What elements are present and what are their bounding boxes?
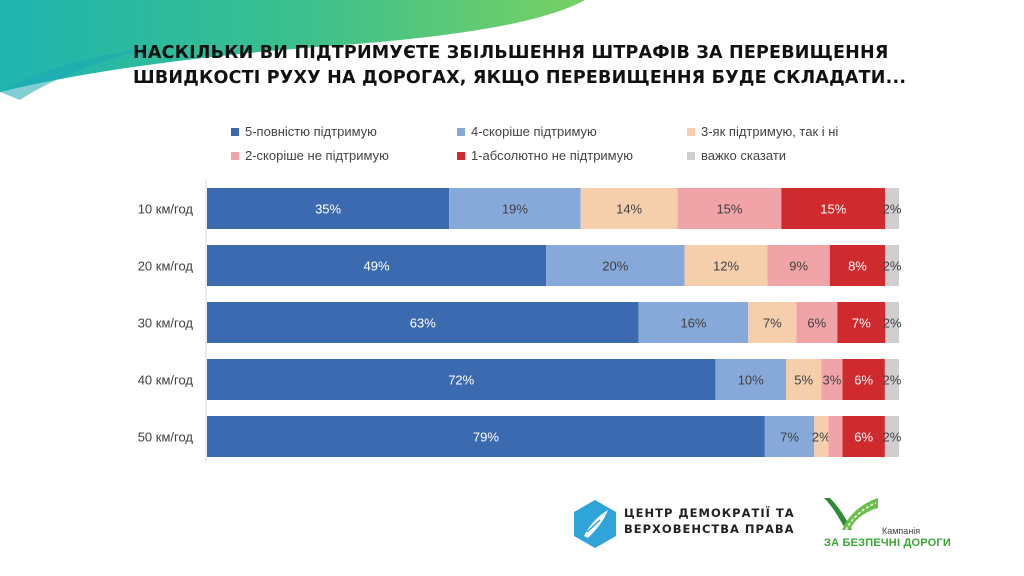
bar-segment — [821, 359, 843, 400]
data-label: 2% — [883, 259, 902, 274]
legend-label: 5-повністю підтримую — [245, 124, 377, 139]
chart-title: НАСКІЛЬКИ ВИ ПІДТРИМУЄТЕ ЗБІЛЬШЕННЯ ШТРА… — [133, 41, 933, 91]
legend-item-1: 5-повністю підтримую — [231, 124, 377, 139]
data-label: 2% — [883, 430, 902, 445]
legend-label: важко сказати — [701, 148, 787, 163]
data-label: 7% — [780, 430, 799, 445]
data-label: 3% — [823, 373, 842, 388]
legend-label: 4-скоріше підтримую — [471, 124, 597, 139]
bar-segment — [764, 416, 815, 457]
bar-segment — [207, 416, 765, 457]
safe-roads-logo-text: ЗА БЕЗПЕЧНІ ДОРОГИ — [824, 537, 951, 549]
data-label: 2% — [812, 430, 831, 445]
legend-swatch — [457, 151, 465, 160]
data-label: 63% — [410, 316, 436, 331]
legend-swatch — [231, 127, 239, 136]
decorative-wave — [0, 0, 585, 100]
data-label: 35% — [315, 202, 341, 217]
bar-segment — [828, 416, 843, 457]
safe-roads-small-label: Кампанія — [882, 526, 921, 536]
legend-item-6: важко сказати — [687, 148, 786, 163]
bar-segment — [580, 188, 678, 229]
data-label: 15% — [716, 202, 742, 217]
category-tick-label: 20 км/год — [138, 259, 194, 274]
bar-segment — [449, 188, 581, 229]
legend-swatch — [687, 127, 695, 136]
bar-segment — [885, 188, 899, 229]
bar-segment — [207, 359, 716, 400]
data-label: 2% — [883, 202, 902, 217]
data-label: 14% — [616, 202, 642, 217]
data-label: 49% — [364, 259, 390, 274]
bar-segment — [842, 416, 885, 457]
chart-title-line1: НАСКІЛЬКИ ВИ ПІДТРИМУЄТЕ ЗБІЛЬШЕННЯ ШТРА… — [133, 43, 889, 63]
data-label: 7% — [763, 316, 782, 331]
data-label: 9% — [789, 259, 808, 274]
data-label: 6% — [854, 430, 873, 445]
safe-roads-logo-icon — [824, 498, 878, 531]
legend-swatch — [457, 127, 465, 136]
bar-segment — [786, 359, 822, 400]
cdp-logo-line2: ВЕРХОВЕНСТВА ПРАВА — [624, 522, 795, 536]
legend-swatch — [687, 151, 695, 160]
legend-label: 1-абсолютно не підтримую — [471, 148, 634, 163]
cdp-logo-line1: ЦЕНТР ДЕМОКРАТІЇ ТА — [624, 506, 795, 520]
bar-segment — [885, 302, 899, 343]
data-label: 2% — [883, 316, 902, 331]
data-label: 19% — [502, 202, 528, 217]
category-tick-label: 10 км/год — [138, 202, 194, 217]
data-label: 6% — [807, 316, 826, 331]
category-tick-label: 50 км/год — [138, 430, 194, 445]
category-tick-label: 30 км/год — [138, 316, 194, 331]
data-label: 16% — [680, 316, 706, 331]
data-label: 15% — [820, 202, 846, 217]
legend-label: 2-скоріше не підтримую — [245, 148, 389, 163]
bar-segment — [884, 416, 899, 457]
category-tick-label: 40 км/год — [138, 373, 194, 388]
bar-segment — [829, 245, 886, 286]
data-label: 8% — [848, 259, 867, 274]
data-label: 12% — [713, 259, 739, 274]
data-label: 2% — [883, 373, 902, 388]
chart-title-line2: ШВИДКОСТІ РУХУ НА ДОРОГАХ, ЯКЩО ПЕРЕВИЩЕ… — [133, 68, 907, 88]
bar-segment — [638, 302, 749, 343]
bar-segment — [207, 245, 547, 286]
cdp-logo-icon — [574, 500, 616, 548]
data-label: 7% — [852, 316, 871, 331]
data-label: 79% — [473, 430, 499, 445]
bar-segment — [767, 245, 830, 286]
bar-segment — [684, 245, 768, 286]
bar-segment — [677, 188, 782, 229]
data-label: 6% — [854, 373, 873, 388]
bar-segment — [837, 302, 886, 343]
bar-segment — [814, 416, 829, 457]
data-label: 72% — [448, 373, 474, 388]
bar-segment — [796, 302, 838, 343]
data-label: 10% — [738, 373, 764, 388]
bar-segment — [207, 302, 639, 343]
cdp-logo-text: ЦЕНТР ДЕМОКРАТІЇ ТА ВЕРХОВЕНСТВА ПРАВА — [624, 505, 795, 537]
bar-segment — [884, 359, 899, 400]
data-label: 5% — [794, 373, 813, 388]
bar-segment — [781, 188, 886, 229]
legend-item-2: 4-скоріше підтримую — [457, 124, 597, 139]
legend-item-3: 3-як підтримую, так і ні — [687, 124, 838, 139]
legend-label: 3-як підтримую, так і ні — [701, 124, 839, 139]
bar-segment — [715, 359, 787, 400]
data-label: 20% — [602, 259, 628, 274]
legend-item-5: 1-абсолютно не підтримую — [457, 148, 633, 163]
legend-swatch — [231, 151, 239, 160]
legend-item-4: 2-скоріше не підтримую — [231, 148, 389, 163]
bar-segment — [207, 188, 450, 229]
bar-segment — [748, 302, 797, 343]
bar-segment — [546, 245, 685, 286]
bar-segment — [885, 245, 899, 286]
bar-segment — [842, 359, 885, 400]
